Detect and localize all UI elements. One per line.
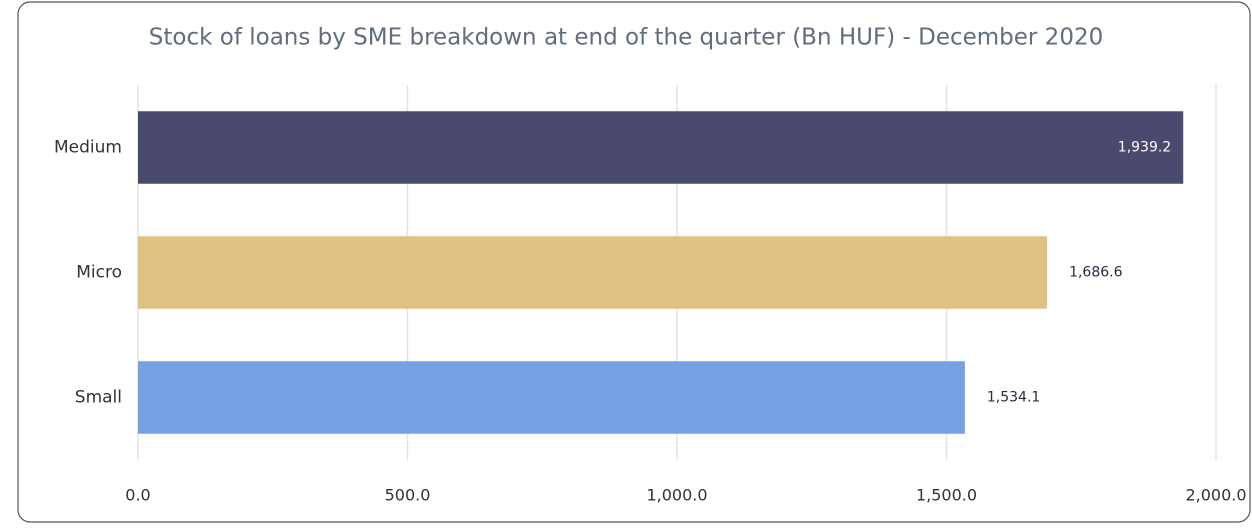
value-label: 1,939.2 <box>1118 140 1171 156</box>
x-tick-label: 2,000.0 <box>1185 486 1246 505</box>
y-tick-label: Micro <box>76 263 122 283</box>
y-tick-label: Medium <box>54 138 122 158</box>
chart-title: Stock of loans by SME breakdown at end o… <box>149 25 1103 51</box>
value-label: 1,534.1 <box>987 390 1040 406</box>
y-tick-label: Small <box>75 388 122 408</box>
bar <box>138 361 965 434</box>
x-tick-label: 0.0 <box>125 486 150 505</box>
bar <box>138 111 1184 184</box>
value-label: 1,686.6 <box>1069 265 1123 281</box>
x-tick-label: 1,000.0 <box>646 486 707 505</box>
x-tick-label: 1,500.0 <box>916 486 977 505</box>
x-tick-label: 500.0 <box>385 486 431 505</box>
bar <box>138 236 1048 309</box>
